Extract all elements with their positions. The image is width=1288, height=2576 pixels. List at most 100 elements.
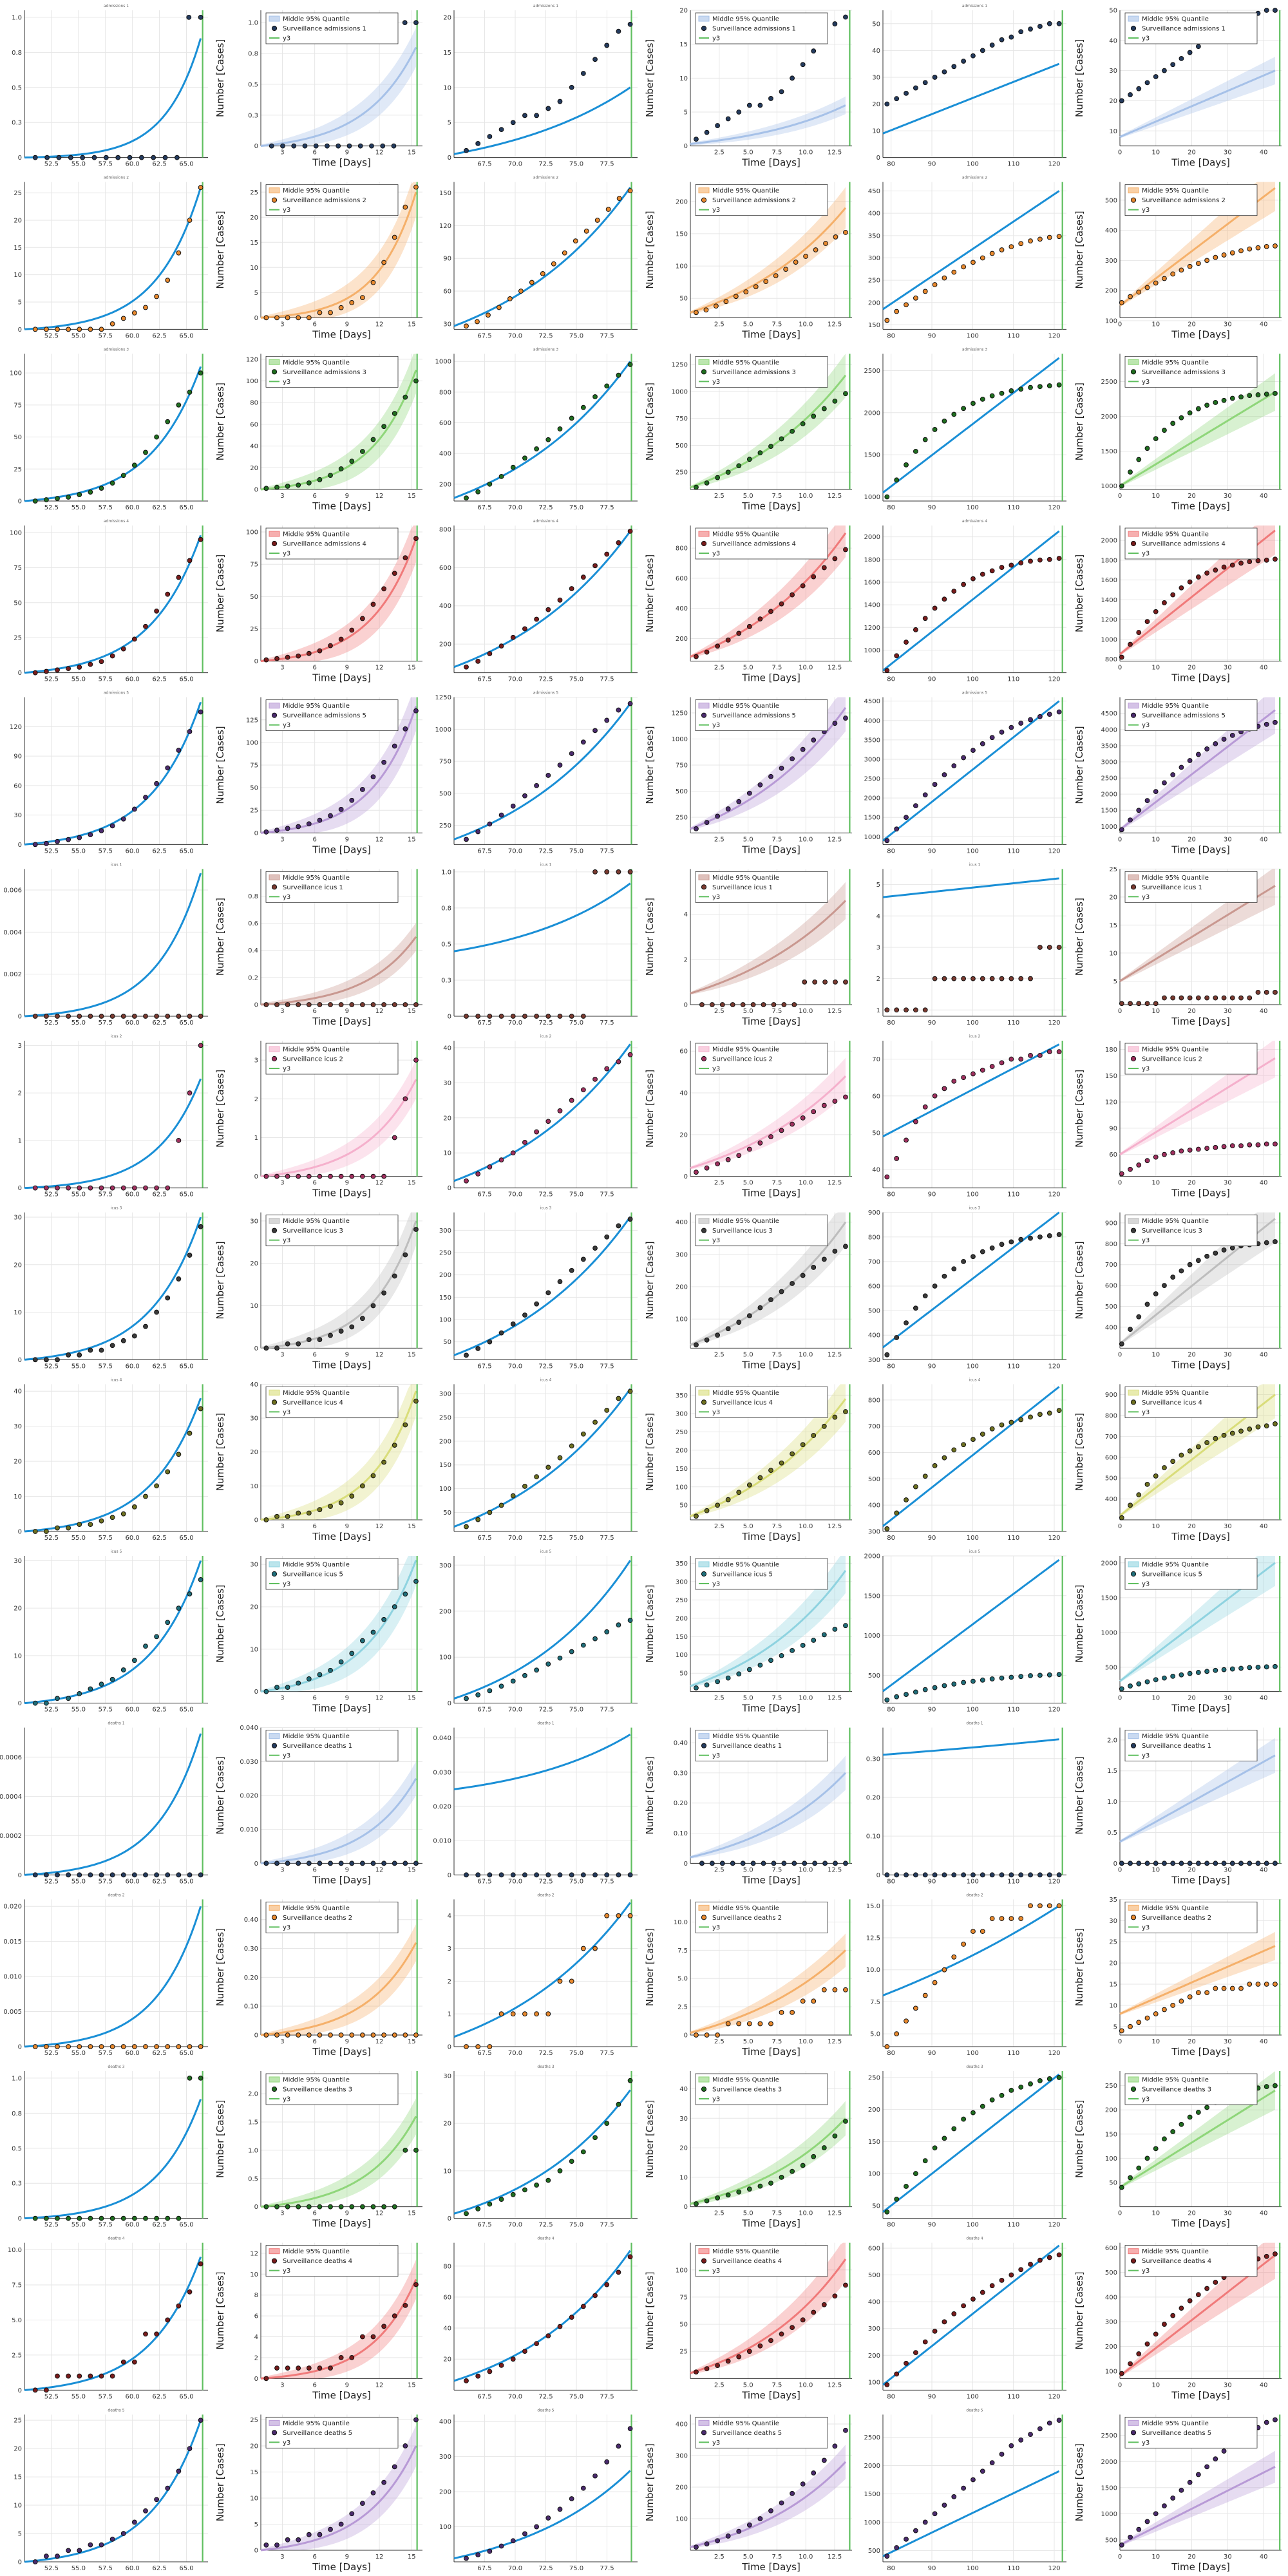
surveillance-point (884, 1697, 890, 1703)
surveillance-point (475, 1517, 481, 1522)
surveillance-point (154, 294, 160, 299)
surveillance-point (1144, 1001, 1150, 1007)
x-tick-label: 10.0 (799, 1351, 813, 1358)
surveillance-point (296, 2537, 301, 2543)
x-tick-label: 5.0 (743, 2210, 753, 2217)
x-tick-label: 10 (1151, 149, 1160, 156)
surveillance-point (894, 2371, 900, 2377)
surveillance-point (757, 616, 763, 622)
surveillance-point (1170, 62, 1176, 68)
surveillance-point (733, 294, 739, 299)
panel-admissions-4-2: 67.5 70.0 72.5 75.0 77.5200400600800admissio… (439, 519, 638, 683)
surveillance-point (263, 1861, 269, 1866)
surveillance-point (913, 1689, 918, 1695)
surveillance-point (1018, 1916, 1024, 1922)
y-tick-label: 400 (868, 1332, 880, 1340)
x-tick-label: 110 (1007, 1707, 1019, 1714)
x-axis-label: Time [Days] (741, 1359, 800, 1370)
surveillance-point (771, 1861, 777, 1866)
surveillance-point (1018, 2267, 1024, 2273)
surveillance-point (1221, 1985, 1227, 1991)
x-tick-label: 12.5 (828, 2553, 842, 2561)
surveillance-point (811, 2154, 817, 2159)
surveillance-point (1247, 393, 1253, 399)
surveillance-point (338, 2204, 344, 2210)
surveillance-point (583, 228, 589, 234)
surveillance-point (187, 2446, 193, 2452)
surveillance-point (1028, 558, 1033, 564)
surveillance-point (317, 1861, 323, 1866)
surveillance-point (99, 828, 104, 833)
surveillance-point (999, 976, 1005, 981)
x-tick-label: 72.5 (538, 1535, 553, 1542)
surveillance-point (592, 1636, 598, 1642)
fit-line-y3 (24, 535, 202, 674)
y-axis-label: Number [Cases] (1074, 1756, 1085, 1834)
x-tick-label: 40 (1260, 2038, 1268, 2045)
legend-fit-label: y3 (1142, 1237, 1150, 1244)
surveillance-point (627, 362, 633, 367)
surveillance-point (165, 591, 171, 597)
y-tick-label: 20 (250, 1260, 258, 1267)
y-tick-label: 150 (439, 1294, 451, 1302)
surveillance-point (793, 260, 799, 265)
y-tick-label: 0 (448, 1872, 451, 1879)
surveillance-point (592, 728, 598, 734)
y-tick-label: 0 (18, 1700, 22, 1707)
surveillance-point (263, 829, 269, 835)
surveillance-point (1273, 8, 1278, 13)
fit-line-y3 (24, 38, 202, 159)
surveillance-point (1179, 1998, 1184, 2004)
surveillance-point (66, 2044, 71, 2049)
surveillance-point (1187, 995, 1193, 1001)
surveillance-point (843, 2427, 848, 2433)
x-tick-label: 40 (1260, 2382, 1268, 2389)
surveillance-point (922, 1104, 928, 1110)
x-tick-label: 62.5 (152, 1191, 166, 1198)
surveillance-point (1037, 1412, 1043, 1417)
surveillance-point (306, 1510, 312, 1516)
fit-line-y3 (882, 1386, 1060, 1528)
x-axis-label: Time [Days] (1171, 157, 1230, 169)
surveillance-point (338, 466, 344, 471)
x-tick-label: 120 (1048, 161, 1060, 168)
y-tick-label: 300 (868, 2325, 880, 2333)
legend-band-label: Middle 95% Quantile (1142, 1390, 1209, 1397)
y-axis-label: Number [Cases] (214, 39, 226, 117)
x-tick-label: 6 (312, 1351, 316, 1358)
surveillance-point (381, 2479, 387, 2485)
surveillance-point (402, 2302, 408, 2308)
surveillance-point (557, 1872, 563, 1878)
y-axis-label: Number [Cases] (644, 2100, 656, 2178)
surveillance-point (813, 247, 819, 252)
y-tick-label: 2 (254, 1096, 258, 1103)
legend-band-swatch (1128, 874, 1139, 880)
surveillance-point (285, 2204, 290, 2210)
x-tick-label: 77.5 (600, 504, 614, 511)
surveillance-point (349, 1493, 355, 1499)
surveillance-point (402, 1422, 408, 1428)
x-tick-label: 65.0 (179, 1878, 193, 1885)
surveillance-point (1221, 2448, 1227, 2454)
x-tick-label: 3 (280, 1351, 284, 1358)
x-tick-label: 52.5 (44, 1019, 59, 1027)
y-tick-label: 30 (14, 1558, 22, 1565)
surveillance-point (263, 2376, 269, 2382)
surveillance-point (522, 1014, 527, 1019)
y-tick-label: 5 (254, 2521, 258, 2528)
x-tick-label: 12 (375, 836, 384, 843)
x-tick-label: 62.5 (152, 1019, 166, 1027)
surveillance-point (932, 1463, 938, 1468)
surveillance-point (392, 571, 397, 576)
legend-band-swatch (269, 1733, 280, 1739)
y-tick-label: 300 (676, 1410, 688, 1417)
legend-obs-label: Surveillance icus 4 (1142, 1399, 1202, 1406)
surveillance-point (768, 1297, 773, 1302)
x-tick-label: 3 (280, 2382, 284, 2389)
y-tick-label: 0 (18, 842, 22, 849)
surveillance-point (951, 1447, 957, 1453)
x-tick-label: 70.0 (508, 1363, 522, 1370)
surveillance-point (88, 2215, 93, 2221)
